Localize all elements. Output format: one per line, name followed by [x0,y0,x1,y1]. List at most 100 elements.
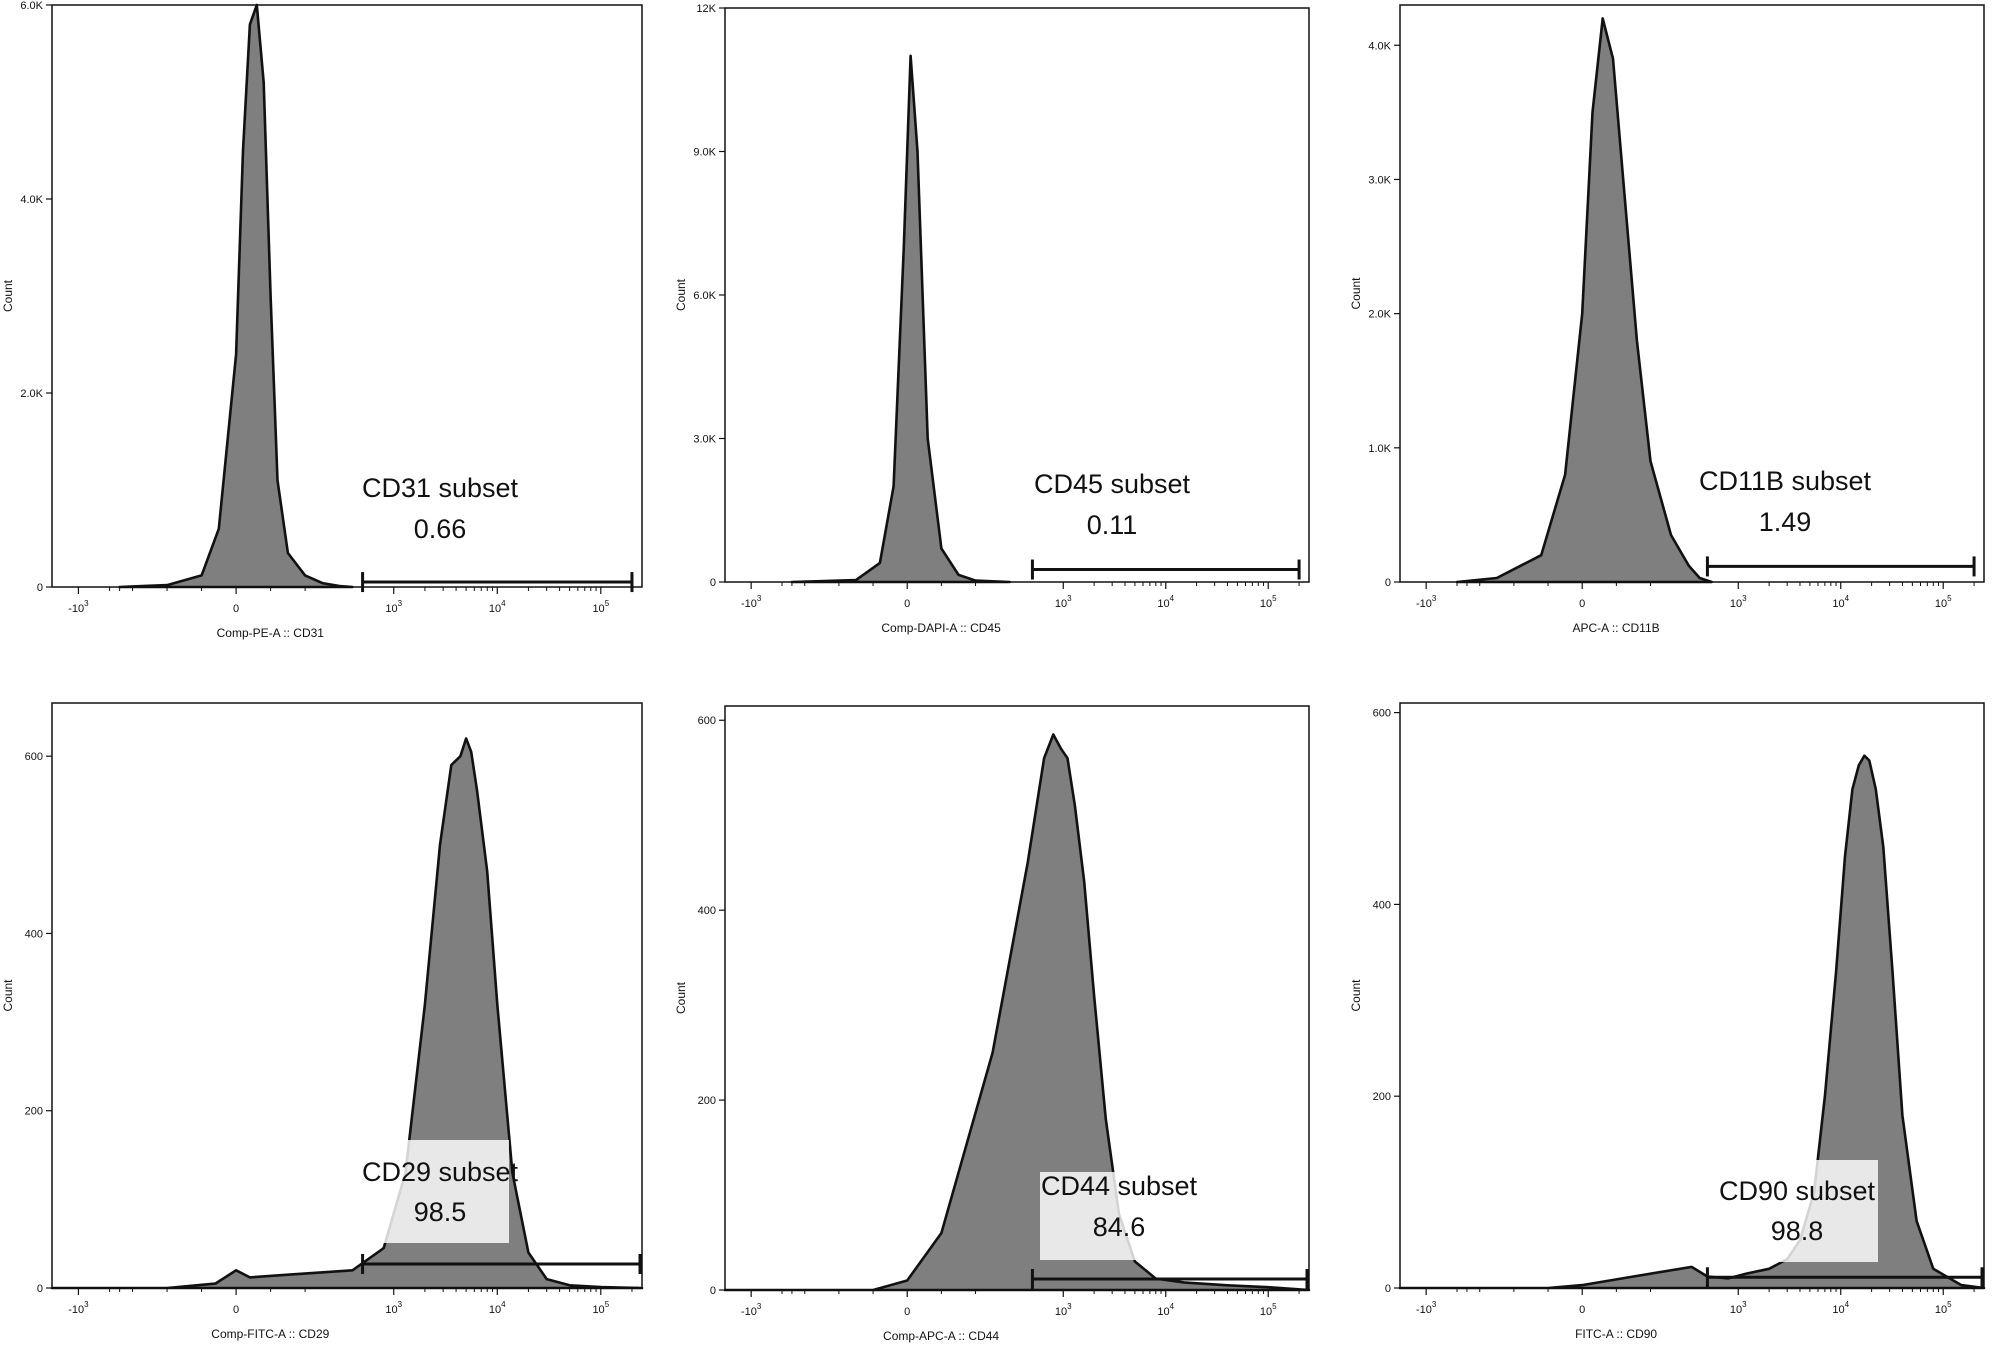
y-tick-label: 0 [1385,577,1391,589]
x-tick-label: 0 [1579,598,1585,610]
gate-value: 1.49 [1759,507,1812,537]
x-axis-label: Comp-PE-A :: CD31 [217,626,325,640]
x-tick-label: 104 [1832,594,1849,610]
x-tick-label: 105 [1935,1300,1952,1316]
y-tick-label: 600 [698,715,716,727]
y-tick-label: 3.0K [693,434,716,446]
x-tick-label: 0 [904,1306,910,1318]
gate-label: CD31 subset [362,473,519,503]
plot-frame [1399,702,1985,1289]
x-tick-label: 104 [1832,1300,1849,1316]
gate-value: 84.6 [1093,1212,1146,1242]
gate-label-box [362,1140,509,1243]
gate-label: CD29 subset [362,1157,519,1187]
plot-frame [724,705,1310,1291]
y-tick-label: 400 [25,928,43,940]
x-tick-label: 104 [1157,1302,1174,1318]
y-tick-label: 1.0K [1368,443,1391,455]
y-axis-label: Count [674,981,688,1014]
y-tick-label: 400 [1373,899,1391,911]
y-tick-label: 4.0K [20,194,43,206]
x-axis-label: APC-A :: CD11B [1573,621,1660,635]
x-axis-label: Comp-APC-A :: CD44 [883,1329,999,1343]
plot-frame [1399,4,1985,583]
y-tick-label: 600 [25,751,43,763]
gate-label-box [1720,1160,1878,1262]
histogram-area [790,54,1011,584]
plot-frame [51,4,643,588]
x-tick-label: 105 [592,1300,609,1316]
histogram-panel: 0 3.0K 6.0K 9.0K 12K -103 0 103 104 105 Comp-DAPI-… [674,3,1310,635]
x-tick-label: 103 [1055,1302,1072,1318]
gate-value: 98.5 [414,1197,467,1227]
x-tick-label: 103 [1055,594,1072,610]
x-tick-label: -103 [741,1302,762,1318]
y-tick-label: 6.0K [20,0,43,12]
gate-label: CD90 subset [1719,1176,1876,1206]
gate-value: 98.8 [1771,1216,1824,1246]
y-tick-label: 600 [1373,708,1391,720]
x-tick-label: 104 [489,1300,506,1316]
y-tick-label: 3.0K [1368,174,1391,186]
x-tick-label: 0 [233,1304,239,1316]
x-tick-label: 103 [385,599,402,615]
x-tick-label: 103 [385,1300,402,1316]
y-tick-label: 12K [696,3,716,15]
x-tick-label: 105 [1935,594,1952,610]
y-tick-label: 200 [1373,1091,1391,1103]
histogram-area [50,737,644,1290]
x-tick-label: -103 [68,1300,89,1316]
y-axis-label: Count [1349,979,1363,1012]
x-tick-label: -103 [741,594,762,610]
x-tick-label: 103 [1730,1300,1747,1316]
x-axis-label: FITC-A :: CD90 [1575,1327,1657,1341]
histogram-area [1398,754,1986,1290]
y-tick-label: 2.0K [1368,309,1391,321]
x-tick-label: 104 [1157,594,1174,610]
gate-value: 0.11 [1087,510,1138,540]
x-tick-label: -103 [1416,594,1437,610]
histogram-area [723,733,1311,1292]
y-axis-label: Count [674,278,688,311]
x-tick-label: 0 [904,598,910,610]
x-tick-label: -103 [68,599,89,615]
gate-label-box [1040,1172,1160,1260]
x-tick-label: 0 [233,603,239,615]
y-axis-label: Count [1,279,15,312]
x-axis-label: Comp-FITC-A :: CD29 [211,1327,329,1341]
histogram-area [1455,17,1713,584]
y-tick-label: 0 [37,582,43,594]
x-tick-label: 104 [489,599,506,615]
y-tick-label: 4.0K [1368,40,1391,52]
y-tick-label: 200 [698,1095,716,1107]
y-tick-label: 0 [37,1283,43,1295]
y-tick-label: 9.0K [693,147,716,159]
histogram-area [118,3,354,589]
x-tick-label: 0 [1579,1304,1585,1316]
x-tick-label: 105 [1260,594,1277,610]
y-tick-label: 6.0K [693,290,716,302]
y-tick-label: 0 [710,577,716,589]
x-axis-label: Comp-DAPI-A :: CD45 [881,621,1001,635]
gate-label: CD11B subset [1699,466,1872,496]
y-tick-label: 2.0K [20,388,43,400]
x-tick-label: -103 [1416,1300,1437,1316]
y-axis-label: Count [1349,277,1363,310]
y-tick-label: 0 [710,1285,716,1297]
x-tick-label: 103 [1730,594,1747,610]
gate-label: CD45 subset [1034,469,1191,499]
plot-frame [51,702,643,1289]
gate-label: CD44 subset [1041,1171,1198,1201]
x-tick-label: 105 [592,599,609,615]
y-tick-label: 200 [25,1106,43,1118]
x-tick-label: 105 [1260,1302,1277,1318]
plot-frame [724,7,1310,583]
y-tick-label: 400 [698,905,716,917]
gate-value: 0.66 [414,514,467,544]
